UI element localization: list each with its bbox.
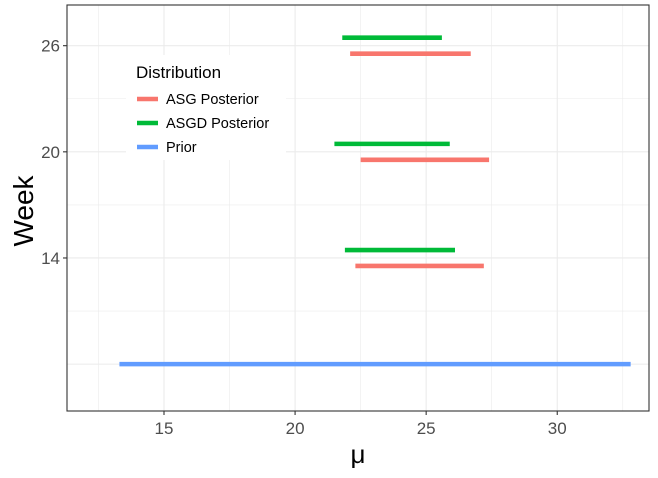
legend-label: ASG Posterior xyxy=(166,92,259,108)
x-axis: 15 20 25 30 xyxy=(155,411,567,438)
legend: Distribution ASG Posterior ASGD Posterior… xyxy=(126,55,286,160)
x-tick-label: 15 xyxy=(155,419,174,438)
x-tick-label: 30 xyxy=(548,419,567,438)
x-tick-label: 20 xyxy=(286,419,305,438)
x-tick-label: 25 xyxy=(417,419,436,438)
legend-title: Distribution xyxy=(136,63,221,82)
y-tick-label: 26 xyxy=(41,37,60,56)
y-axis: 14 20 26 xyxy=(41,37,67,268)
y-tick-label: 14 xyxy=(41,249,60,268)
y-tick-label: 20 xyxy=(41,143,60,162)
panel-border xyxy=(66,4,650,412)
legend-background xyxy=(126,55,286,160)
x-axis-title: μ xyxy=(351,439,366,469)
y-axis-title: Week xyxy=(8,174,39,246)
grid-lines xyxy=(67,5,649,411)
interval-bars xyxy=(119,35,631,367)
legend-label: ASGD Posterior xyxy=(166,116,269,132)
legend-items: ASG Posterior ASGD Posterior Prior xyxy=(137,92,269,156)
legend-label: Prior xyxy=(166,140,197,156)
